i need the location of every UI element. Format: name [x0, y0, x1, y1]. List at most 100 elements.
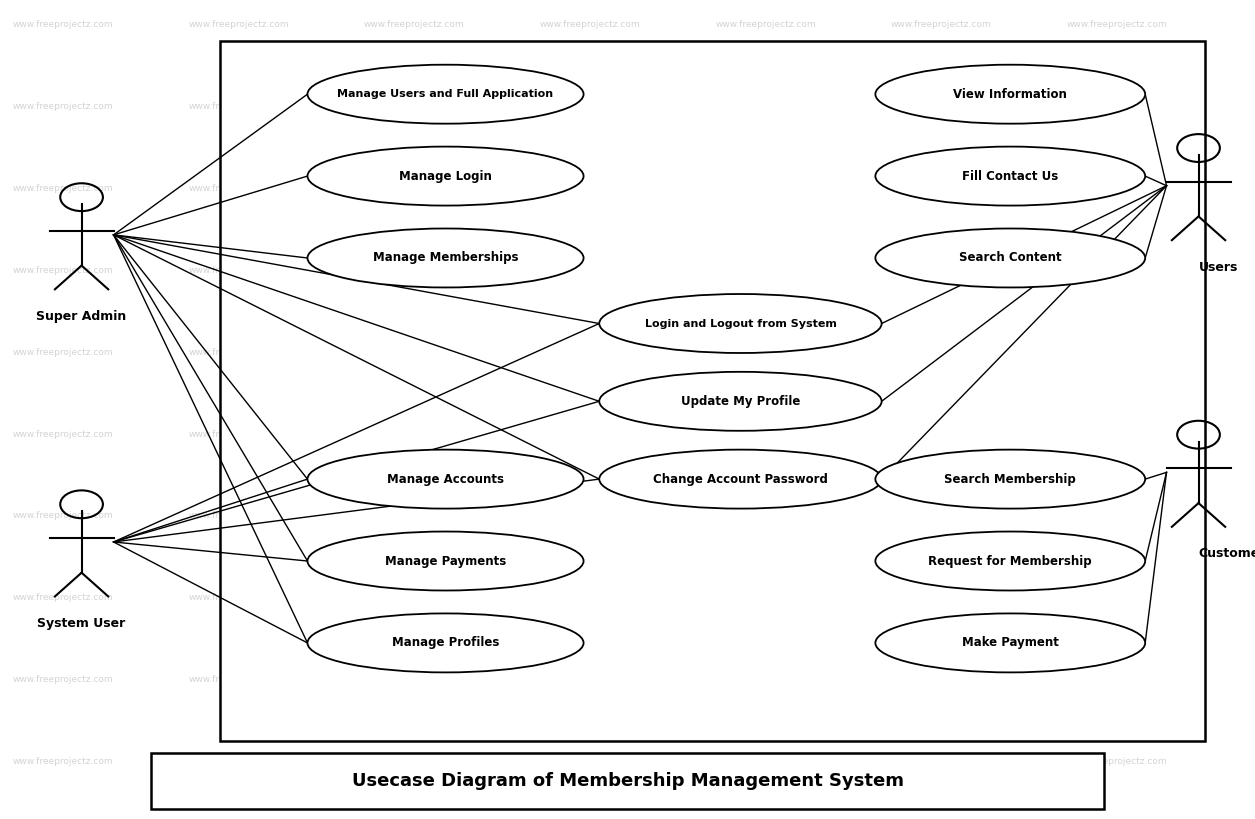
Text: www.freeprojectz.com: www.freeprojectz.com — [364, 184, 464, 192]
Text: Manage Users and Full Application: Manage Users and Full Application — [338, 89, 553, 99]
Text: www.freeprojectz.com: www.freeprojectz.com — [188, 758, 289, 766]
Text: www.freeprojectz.com: www.freeprojectz.com — [13, 430, 113, 438]
Ellipse shape — [876, 532, 1146, 590]
Text: www.freeprojectz.com: www.freeprojectz.com — [364, 348, 464, 356]
Text: Manage Memberships: Manage Memberships — [373, 251, 518, 265]
Ellipse shape — [600, 372, 881, 431]
Text: www.freeprojectz.com: www.freeprojectz.com — [715, 430, 816, 438]
Text: Manage Payments: Manage Payments — [385, 554, 506, 568]
Text: www.freeprojectz.com: www.freeprojectz.com — [364, 676, 464, 684]
Text: Search Content: Search Content — [959, 251, 1062, 265]
Text: www.freeprojectz.com: www.freeprojectz.com — [715, 184, 816, 192]
Ellipse shape — [307, 147, 584, 206]
FancyBboxPatch shape — [151, 753, 1104, 809]
Text: www.freeprojectz.com: www.freeprojectz.com — [188, 184, 289, 192]
Text: Login and Logout from System: Login and Logout from System — [645, 319, 836, 328]
Text: www.freeprojectz.com: www.freeprojectz.com — [364, 594, 464, 602]
Text: Make Payment: Make Payment — [961, 636, 1059, 649]
Text: www.freeprojectz.com: www.freeprojectz.com — [13, 676, 113, 684]
FancyBboxPatch shape — [220, 41, 1205, 741]
Text: www.freeprojectz.com: www.freeprojectz.com — [13, 512, 113, 520]
Text: www.freeprojectz.com: www.freeprojectz.com — [13, 184, 113, 192]
Text: Search Membership: Search Membership — [945, 473, 1076, 486]
Text: www.freeprojectz.com: www.freeprojectz.com — [715, 102, 816, 111]
Text: www.freeprojectz.com: www.freeprojectz.com — [715, 676, 816, 684]
Text: www.freeprojectz.com: www.freeprojectz.com — [891, 102, 991, 111]
Text: www.freeprojectz.com: www.freeprojectz.com — [540, 20, 640, 29]
Text: www.freeprojectz.com: www.freeprojectz.com — [188, 266, 289, 274]
Text: www.freeprojectz.com: www.freeprojectz.com — [891, 758, 991, 766]
Text: www.freeprojectz.com: www.freeprojectz.com — [540, 512, 640, 520]
Text: www.freeprojectz.com: www.freeprojectz.com — [891, 512, 991, 520]
Text: www.freeprojectz.com: www.freeprojectz.com — [891, 430, 991, 438]
Text: Manage Profiles: Manage Profiles — [392, 636, 499, 649]
Ellipse shape — [876, 450, 1146, 509]
Ellipse shape — [876, 229, 1146, 287]
Text: www.freeprojectz.com: www.freeprojectz.com — [715, 594, 816, 602]
Text: www.freeprojectz.com: www.freeprojectz.com — [1067, 184, 1167, 192]
Text: Users: Users — [1199, 260, 1237, 274]
Text: www.freeprojectz.com: www.freeprojectz.com — [891, 348, 991, 356]
Text: www.freeprojectz.com: www.freeprojectz.com — [188, 430, 289, 438]
Ellipse shape — [307, 613, 584, 672]
Text: Usecase Diagram of Membership Management System: Usecase Diagram of Membership Management… — [351, 772, 904, 790]
Text: www.freeprojectz.com: www.freeprojectz.com — [188, 512, 289, 520]
Text: www.freeprojectz.com: www.freeprojectz.com — [540, 676, 640, 684]
Text: www.freeprojectz.com: www.freeprojectz.com — [188, 348, 289, 356]
Text: www.freeprojectz.com: www.freeprojectz.com — [1067, 20, 1167, 29]
Text: www.freeprojectz.com: www.freeprojectz.com — [540, 430, 640, 438]
Text: www.freeprojectz.com: www.freeprojectz.com — [715, 266, 816, 274]
Text: www.freeprojectz.com: www.freeprojectz.com — [364, 512, 464, 520]
Text: www.freeprojectz.com: www.freeprojectz.com — [540, 758, 640, 766]
Text: www.freeprojectz.com: www.freeprojectz.com — [891, 266, 991, 274]
Ellipse shape — [876, 147, 1146, 206]
Text: www.freeprojectz.com: www.freeprojectz.com — [364, 758, 464, 766]
Text: Request for Membership: Request for Membership — [929, 554, 1092, 568]
Text: www.freeprojectz.com: www.freeprojectz.com — [540, 348, 640, 356]
Text: www.freeprojectz.com: www.freeprojectz.com — [1067, 348, 1167, 356]
Text: Manage Login: Manage Login — [399, 170, 492, 183]
Text: www.freeprojectz.com: www.freeprojectz.com — [540, 266, 640, 274]
Text: www.freeprojectz.com: www.freeprojectz.com — [891, 20, 991, 29]
Ellipse shape — [307, 532, 584, 590]
Text: www.freeprojectz.com: www.freeprojectz.com — [715, 20, 816, 29]
Text: www.freeprojectz.com: www.freeprojectz.com — [540, 594, 640, 602]
Text: Super Admin: Super Admin — [36, 310, 127, 323]
Text: www.freeprojectz.com: www.freeprojectz.com — [891, 594, 991, 602]
Text: www.freeprojectz.com: www.freeprojectz.com — [1067, 758, 1167, 766]
Text: www.freeprojectz.com: www.freeprojectz.com — [13, 20, 113, 29]
Text: www.freeprojectz.com: www.freeprojectz.com — [364, 430, 464, 438]
Text: www.freeprojectz.com: www.freeprojectz.com — [891, 184, 991, 192]
Text: www.freeprojectz.com: www.freeprojectz.com — [1067, 512, 1167, 520]
Text: Change Account Password: Change Account Password — [653, 473, 828, 486]
Text: www.freeprojectz.com: www.freeprojectz.com — [1067, 594, 1167, 602]
Text: www.freeprojectz.com: www.freeprojectz.com — [13, 348, 113, 356]
Text: www.freeprojectz.com: www.freeprojectz.com — [13, 594, 113, 602]
Ellipse shape — [307, 450, 584, 509]
Ellipse shape — [876, 65, 1146, 124]
Text: www.freeprojectz.com: www.freeprojectz.com — [540, 184, 640, 192]
Ellipse shape — [600, 294, 881, 353]
Text: www.freeprojectz.com: www.freeprojectz.com — [188, 676, 289, 684]
Text: www.freeprojectz.com: www.freeprojectz.com — [1067, 102, 1167, 111]
Text: www.freeprojectz.com: www.freeprojectz.com — [188, 20, 289, 29]
Text: www.freeprojectz.com: www.freeprojectz.com — [1067, 266, 1167, 274]
Text: www.freeprojectz.com: www.freeprojectz.com — [540, 102, 640, 111]
Text: www.freeprojectz.com: www.freeprojectz.com — [13, 758, 113, 766]
Text: www.freeprojectz.com: www.freeprojectz.com — [715, 348, 816, 356]
Text: www.freeprojectz.com: www.freeprojectz.com — [715, 512, 816, 520]
Ellipse shape — [307, 229, 584, 287]
Text: www.freeprojectz.com: www.freeprojectz.com — [364, 266, 464, 274]
Text: www.freeprojectz.com: www.freeprojectz.com — [1067, 430, 1167, 438]
Text: Fill Contact Us: Fill Contact Us — [963, 170, 1058, 183]
Text: Customers: Customers — [1199, 547, 1255, 560]
Ellipse shape — [600, 450, 881, 509]
Text: View Information: View Information — [954, 88, 1067, 101]
Text: www.freeprojectz.com: www.freeprojectz.com — [364, 102, 464, 111]
Text: www.freeprojectz.com: www.freeprojectz.com — [1067, 676, 1167, 684]
Ellipse shape — [876, 613, 1146, 672]
Text: www.freeprojectz.com: www.freeprojectz.com — [13, 266, 113, 274]
Text: www.freeprojectz.com: www.freeprojectz.com — [715, 758, 816, 766]
Text: www.freeprojectz.com: www.freeprojectz.com — [13, 102, 113, 111]
Text: Manage Accounts: Manage Accounts — [387, 473, 505, 486]
